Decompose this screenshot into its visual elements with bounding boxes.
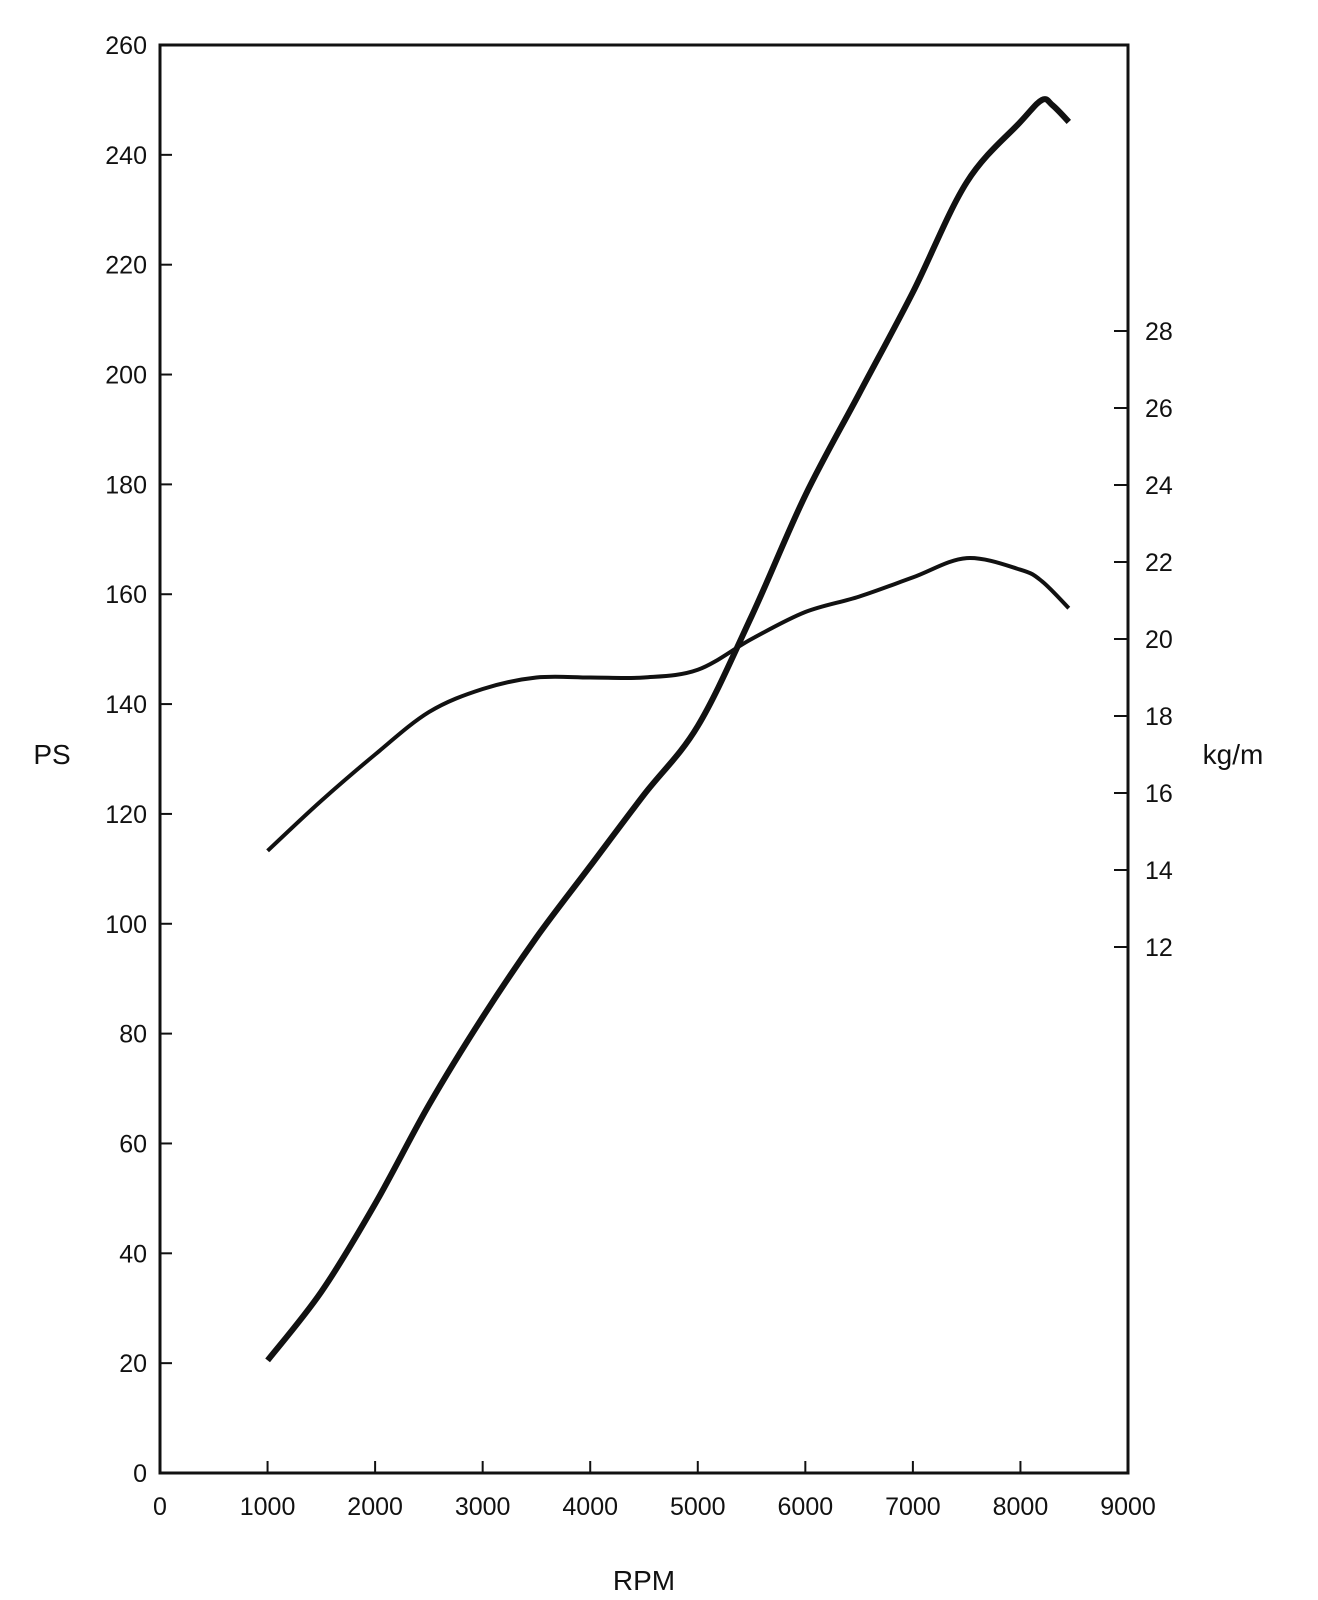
y-tick-label: 200	[105, 362, 147, 390]
x-tick-label: 2000	[347, 1493, 403, 1521]
y2-tick-label: 22	[1145, 549, 1173, 577]
y2-tick-label: 12	[1145, 934, 1173, 962]
y-tick-label: 20	[119, 1350, 147, 1378]
y-tick-label: 180	[105, 471, 147, 499]
y-tick-label: 220	[105, 252, 147, 280]
y-tick-label: 160	[105, 581, 147, 609]
x-axis-ticks: 0 1000 2000 3000 4000 5000 6000 7000 8000 9000	[153, 1461, 1156, 1521]
y-tick-label: 120	[105, 801, 147, 829]
x-tick-label: 0	[153, 1493, 167, 1521]
y-tick-label: 240	[105, 142, 147, 170]
series-line-ps	[265, 96, 1071, 1363]
y2-tick-label: 14	[1145, 857, 1173, 885]
y2-tick-label: 28	[1145, 318, 1173, 346]
y-tick-label: 100	[105, 911, 147, 939]
y2-tick-label: 16	[1145, 780, 1173, 808]
y-tick-label: 60	[119, 1130, 147, 1158]
x-tick-label: 5000	[670, 1493, 726, 1521]
y-tick-label: 0	[133, 1460, 147, 1488]
y2-axis-title: kg/m	[1203, 739, 1264, 770]
x-tick-label: 8000	[993, 1493, 1049, 1521]
x-tick-label: 6000	[778, 1493, 834, 1521]
y2-tick-label: 26	[1145, 395, 1173, 423]
x-tick-label: 1000	[240, 1493, 296, 1521]
x-tick-label: 4000	[562, 1493, 618, 1521]
series-layer	[265, 96, 1071, 1363]
y2-tick-label: 20	[1145, 626, 1173, 654]
series-line-kgm	[266, 556, 1071, 853]
x-tick-label: 7000	[885, 1493, 941, 1521]
y2-tick-label: 18	[1145, 703, 1173, 731]
y2-axis-ticks: 12 14 16 18 20 22 24 26 28	[1114, 318, 1173, 962]
y-tick-label: 140	[105, 691, 147, 719]
x-axis-title: RPM	[613, 1565, 675, 1596]
y-axis-title: PS	[33, 739, 70, 770]
y-tick-label: 40	[119, 1240, 147, 1268]
x-tick-label: 9000	[1100, 1493, 1156, 1521]
y-tick-label: 80	[119, 1021, 147, 1049]
plot-frame	[158, 43, 1130, 1475]
y-axis-ticks: 0 20 40 60 80 100 120 140 160 180 200 220 240 260	[105, 32, 172, 1488]
y2-tick-label: 24	[1145, 472, 1173, 500]
x-tick-label: 3000	[455, 1493, 511, 1521]
y-tick-label: 260	[105, 32, 147, 60]
